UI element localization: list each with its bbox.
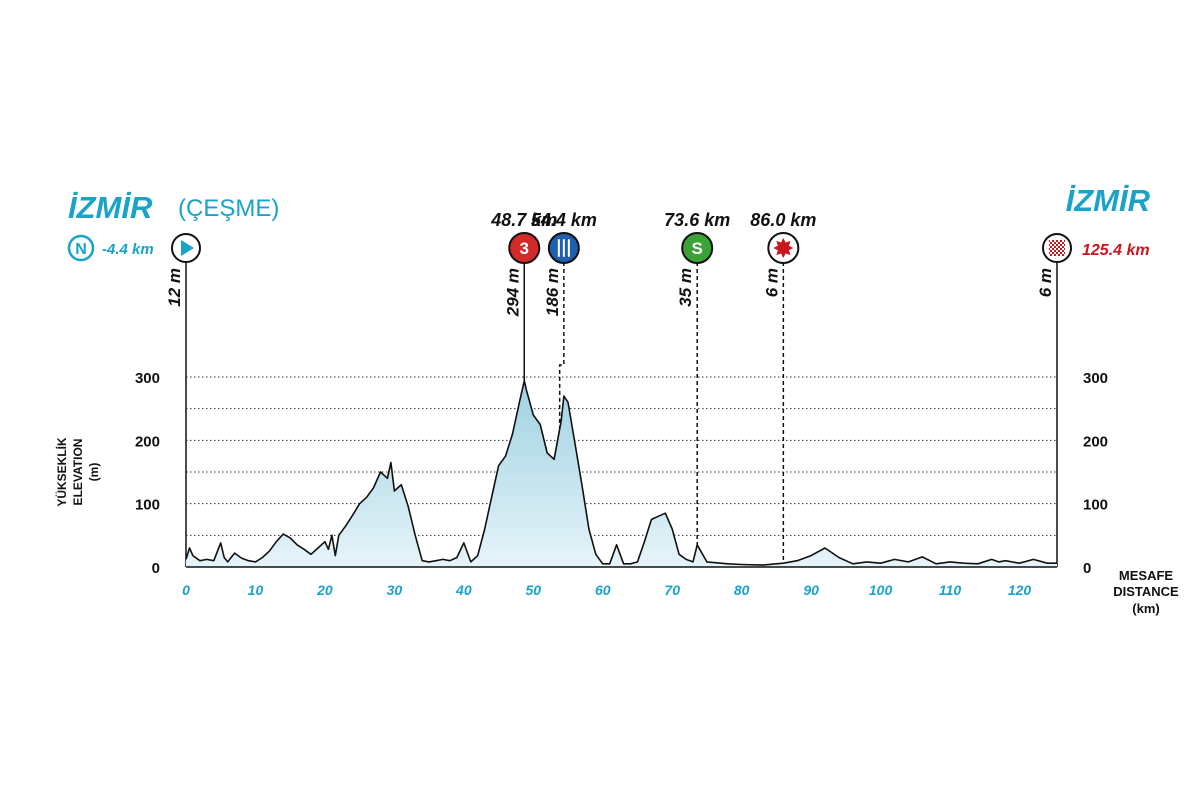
x-axis-title: MESAFE DISTANCE (km) [1113,568,1179,616]
y-tick-label-right: 300 [1083,370,1108,387]
x-tick-label: 50 [525,582,541,598]
marker-elevation-label: 6 m [762,268,781,297]
y-tick-label-left: 200 [135,433,160,450]
marker-distance-label: 86.0 km [750,210,816,230]
start-city-subtitle: (ÇEŞME) [178,195,279,222]
elevation-profile [185,380,1057,568]
elevation-area [186,380,1057,567]
marker-elevation-label: 186 m [543,268,562,316]
axes: 0 0 100 100 200 200 300 300 0 10 20 30 40 50 60 70 80 90 1… [135,370,1108,598]
y-tick-label-right: 200 [1083,433,1108,450]
marker-finish: 6 m [1036,233,1072,297]
marker-distance-label: 73.6 km [664,210,730,230]
play-icon [171,233,201,263]
y-axis-title-line-1: YÜKSEKLİK [54,437,69,507]
bonus-sprint-icon [767,232,800,264]
grid-lines [186,376,1057,536]
x-tick-label: 40 [455,582,472,598]
marker-bonus: 86.0 km 6 m [750,210,816,297]
start-city-title: İZMİR [68,190,153,225]
marker-elevation-label: 6 m [1036,268,1055,297]
neutral-start-marker: N -4.4 km [67,234,154,262]
y-tick-label-right: 100 [1083,497,1108,514]
x-tick-label: 80 [734,582,750,598]
svg-text:3: 3 [520,239,529,258]
x-tick-label: 30 [387,582,403,598]
marker-elevation-label: 12 m [165,268,184,307]
neutral-icon-label: N [75,241,87,258]
x-tick-label: 70 [664,582,680,598]
finish-distance-label: 125.4 km [1082,242,1150,259]
elevation-line [185,380,1057,566]
x-tick-label: 10 [248,582,264,598]
y-tick-label-left: 100 [135,497,160,514]
marker-elevation-label: 35 m [676,268,695,307]
marker-start: 12 m [165,233,201,307]
route-markers: 12 m 3 48.7 km 294 m 54.4 km 186 m S 73.6 km 35 … [165,210,1072,317]
y-tick-label-left: 300 [135,370,160,387]
x-axis-title-line-3: (km) [1132,601,1159,616]
x-tick-label: 120 [1008,582,1032,598]
x-tick-label: 60 [595,582,611,598]
marker-elevation-label: 294 m [503,268,522,317]
finish-city-title: İZMİR [1066,183,1151,218]
marker-lines [185,262,1058,567]
y-tick-label-left: 0 [152,560,160,577]
y-axis-title-line-2: ELEVATION [71,439,85,506]
x-tick-label: 20 [316,582,333,598]
marker-climb: 3 48.7 km 294 m [490,210,557,317]
x-tick-label: 0 [182,582,190,598]
x-axis-title-line-1: MESAFE [1119,568,1174,583]
x-tick-label: 90 [803,582,819,598]
y-axis-title: YÜKSEKLİK ELEVATION (m) [54,437,101,507]
marker-sprint: S 73.6 km 35 m [664,210,730,307]
neutral-distance-label: -4.4 km [102,241,154,258]
y-axis-title-line-3: (m) [87,463,101,482]
climb-cat-icon: 3 [508,232,541,264]
marker-distance-label: 54.4 km [531,210,597,230]
y-tick-label-right: 0 [1083,560,1091,577]
marker-connector [558,262,565,429]
x-tick-label: 110 [939,582,962,598]
x-axis-title-line-2: DISTANCE [1113,584,1179,599]
svg-text:S: S [692,239,703,258]
finish-flag-icon [1042,233,1072,263]
neutral-icon [67,234,95,262]
marker-distance-label: 48.7 km [490,210,557,230]
marker-feed: 54.4 km 186 m [531,210,597,316]
feed-zone-icon [547,232,580,264]
sprint-icon: S [681,232,714,264]
x-tick-label: 100 [869,582,893,598]
